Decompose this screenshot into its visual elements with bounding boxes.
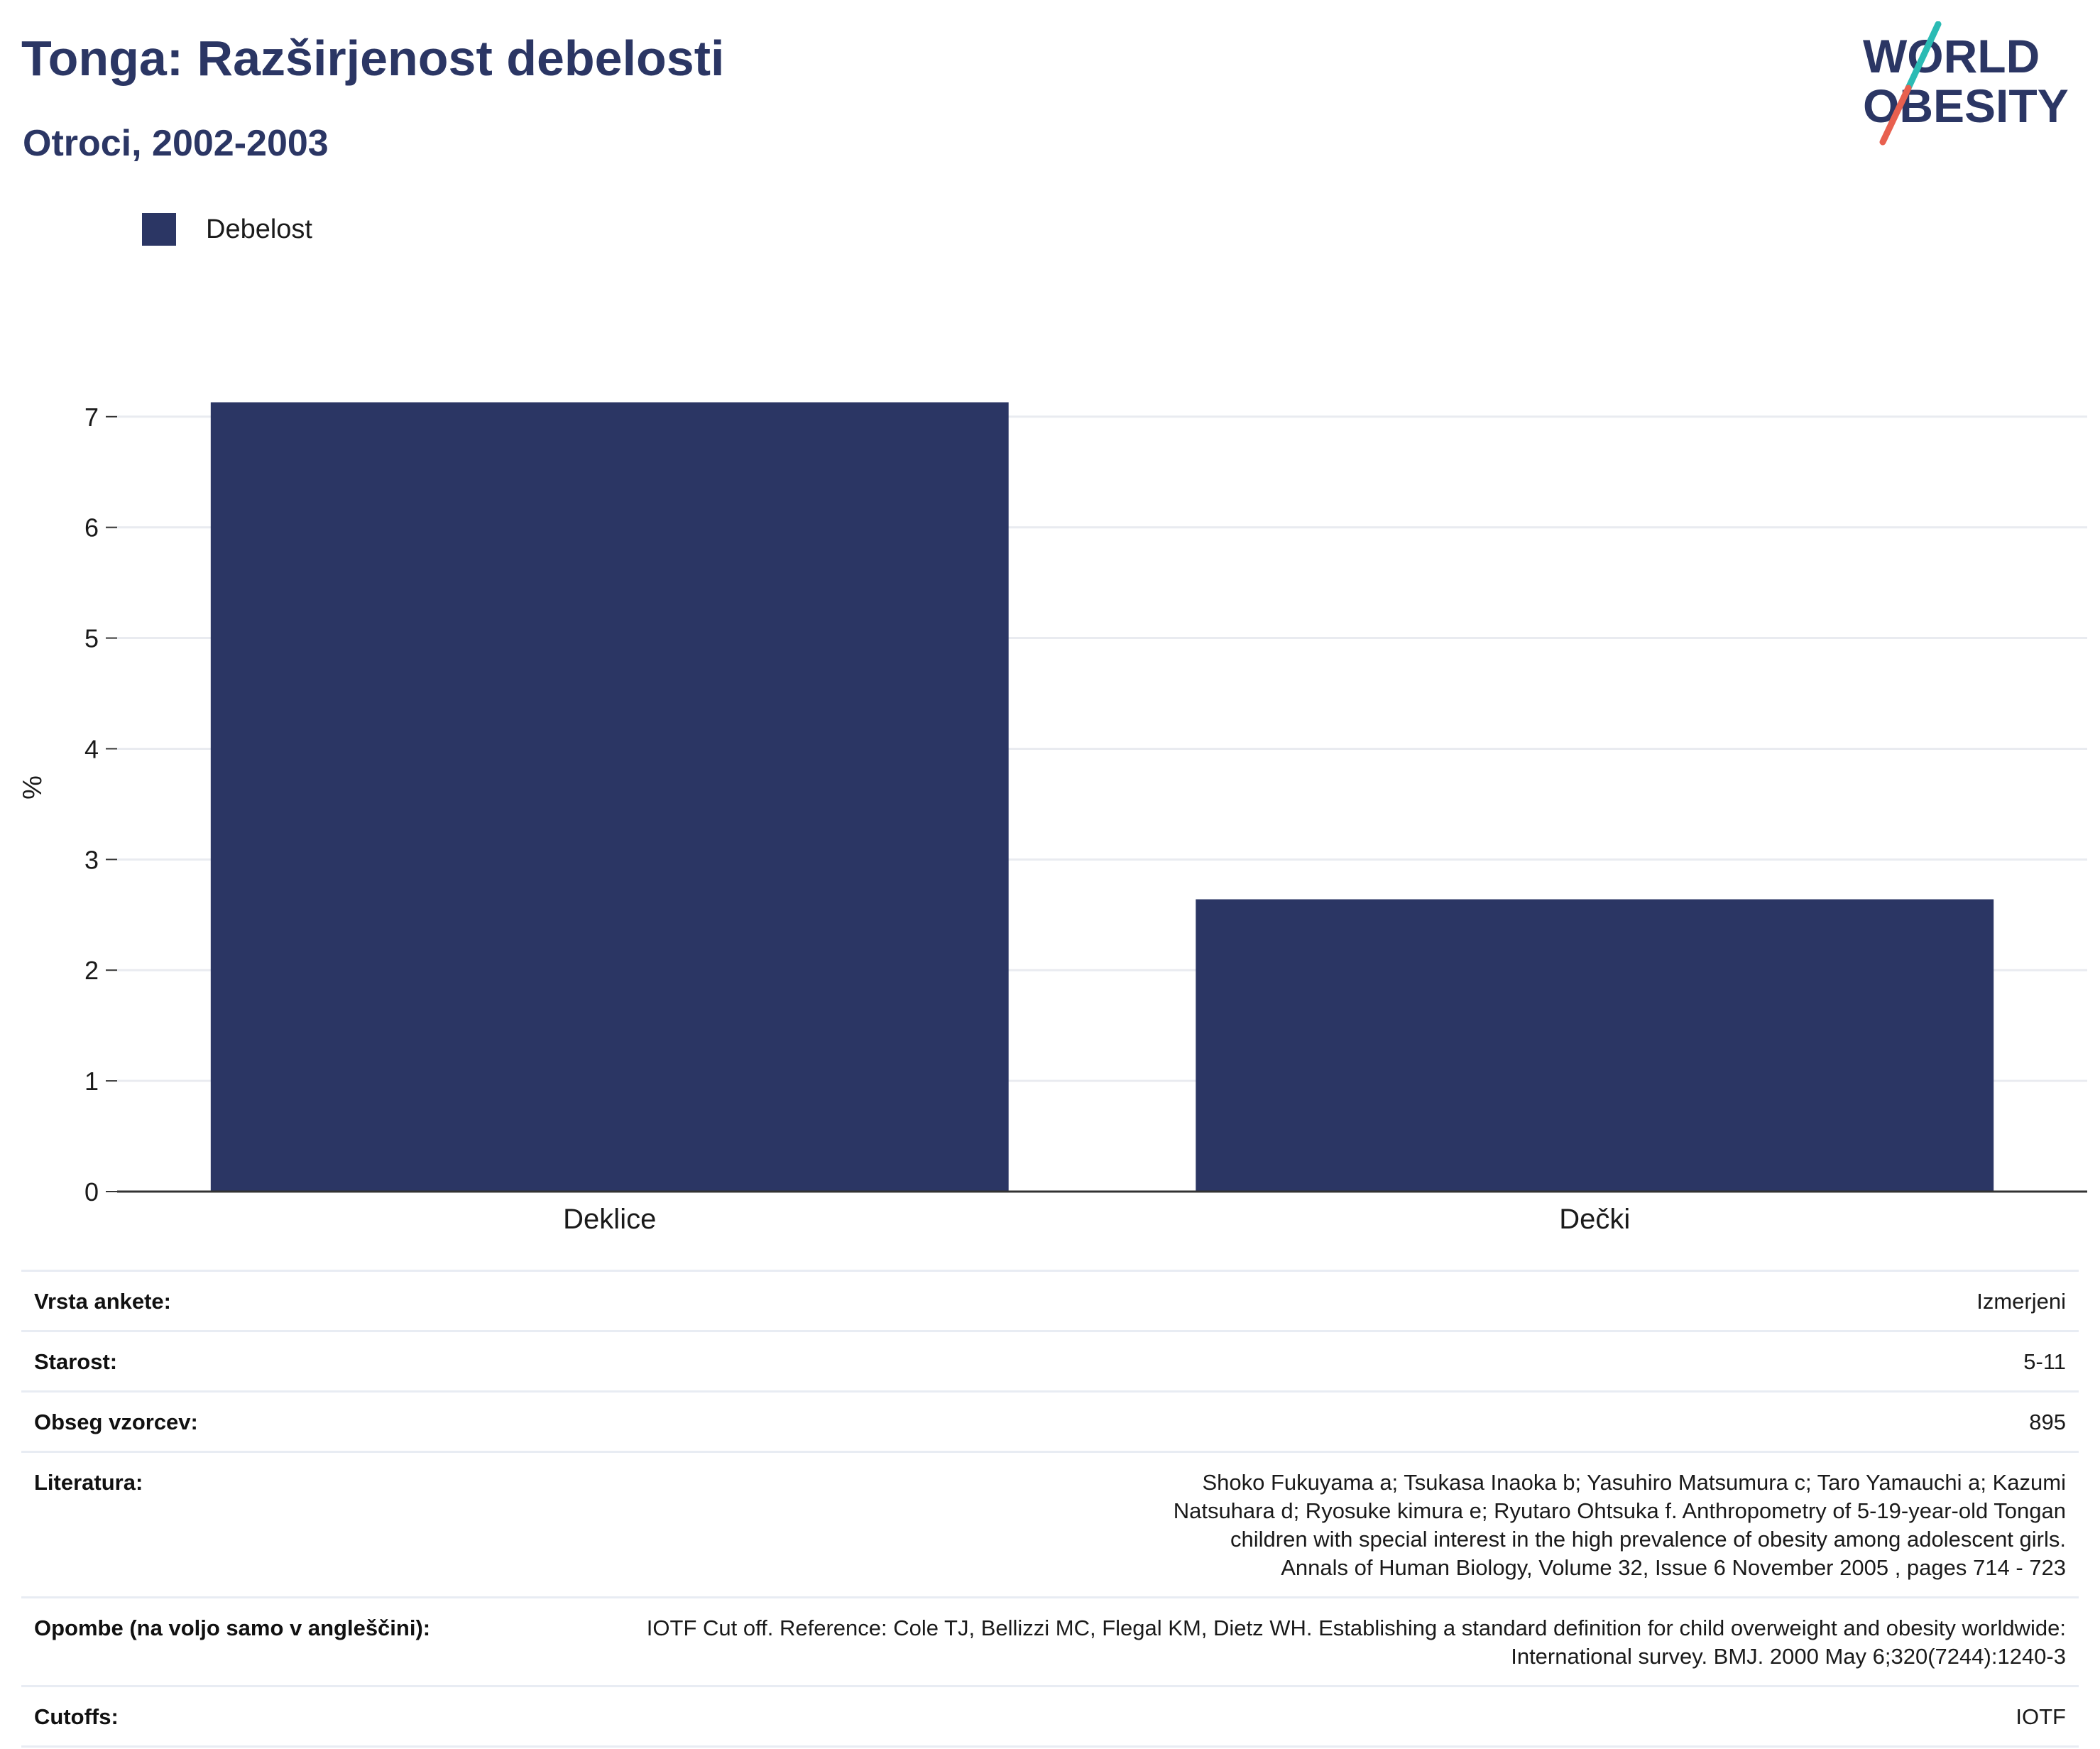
bars xyxy=(210,402,1994,1192)
logo-line-1: WORLD xyxy=(1863,30,2040,82)
legend-swatch-debelost xyxy=(142,213,176,246)
y-tick-label: 4 xyxy=(84,734,99,763)
y-axis-title: % xyxy=(18,775,48,800)
logo-slash-bottom xyxy=(1879,85,1912,146)
detail-key: Opombe (na voljo samo v angleščini): xyxy=(21,1596,586,1687)
detail-key: Vrsta ankete: xyxy=(21,1270,586,1331)
axes: 0 1 2 3 4 5 6 7 Deklice Dečki xyxy=(84,403,2087,1235)
table-row: Vrsta ankete: Izmerjeni xyxy=(21,1270,2079,1331)
detail-value: 5-11 xyxy=(586,1330,2079,1392)
detail-key: Cutoffs: xyxy=(21,1685,586,1748)
table-row: Obseg vzorcev: 895 xyxy=(21,1390,2079,1452)
detail-value: IOTF Cut off. Reference: Cole TJ, Belliz… xyxy=(586,1596,2079,1687)
detail-value: 895 xyxy=(586,1390,2079,1452)
table-row: Literatura: Shoko Fukuyama a; Tsukasa In… xyxy=(21,1451,2079,1598)
detail-value: IOTF xyxy=(586,1685,2079,1748)
y-tick-label: 5 xyxy=(84,624,99,653)
chart-title: Tonga: Razširjenost debelosti xyxy=(21,31,725,86)
y-tick-label: 2 xyxy=(84,956,99,985)
y-tick-label: 0 xyxy=(84,1177,99,1206)
table-row: Cutoffs: IOTF xyxy=(21,1685,2079,1748)
detail-value: Shoko Fukuyama a; Tsukasa Inaoka b; Yasu… xyxy=(586,1451,2079,1598)
legend: Debelost xyxy=(142,213,312,246)
table-row: Starost: 5-11 xyxy=(21,1330,2079,1392)
details-table: Vrsta ankete: Izmerjeni Starost: 5-11 Ob… xyxy=(21,1270,2079,1748)
detail-key: Literatura: xyxy=(21,1451,586,1598)
x-tick-label: Deklice xyxy=(563,1204,656,1235)
chart-subtitle: Otroci, 2002-2003 xyxy=(23,123,329,164)
world-obesity-logo: WORLD OBESITY xyxy=(1863,21,2069,146)
legend-label-debelost: Debelost xyxy=(206,214,312,244)
logo-slash-top xyxy=(1905,21,1942,92)
bar-decki xyxy=(1196,899,1994,1192)
y-tick-label: 7 xyxy=(84,403,99,432)
bar-chart: 0 1 2 3 4 5 6 7 Deklice Dečki % xyxy=(18,402,2087,1235)
detail-key: Obseg vzorcev: xyxy=(21,1390,586,1452)
detail-value: Izmerjeni xyxy=(586,1270,2079,1331)
x-tick-label: Dečki xyxy=(1559,1204,1630,1235)
bar-deklice xyxy=(210,402,1009,1192)
y-tick-label: 1 xyxy=(84,1067,99,1096)
y-tick-label: 6 xyxy=(84,513,99,543)
table-row: Opombe (na voljo samo v angleščini): IOT… xyxy=(21,1596,2079,1687)
detail-key: Starost: xyxy=(21,1330,586,1392)
y-tick-label: 3 xyxy=(84,845,99,874)
